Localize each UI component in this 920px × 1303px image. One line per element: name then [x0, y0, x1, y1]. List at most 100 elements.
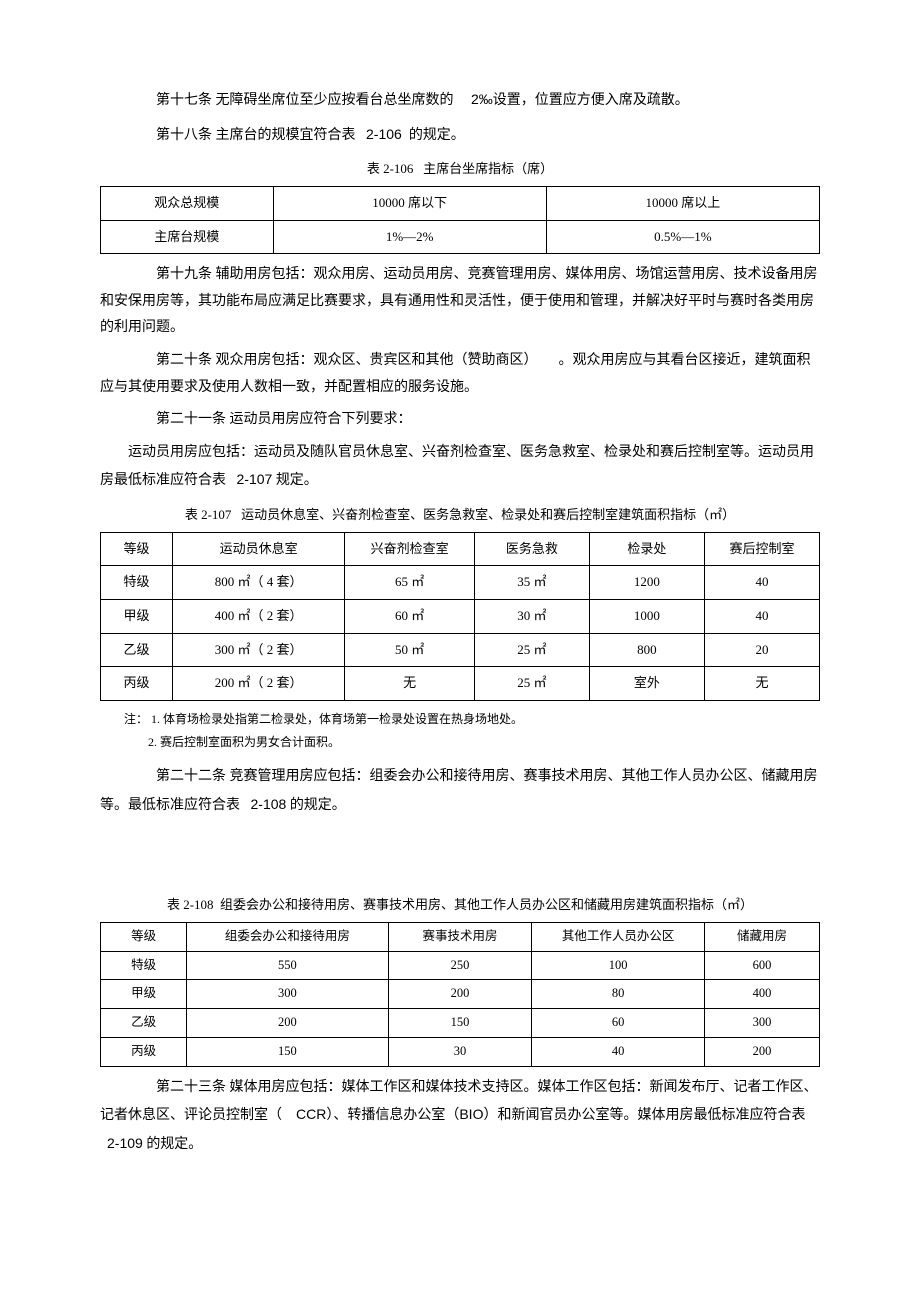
table-cell: 60 ㎡: [345, 600, 474, 634]
table-cell: 甲级: [101, 600, 173, 634]
table-cell: 观众总规模: [101, 186, 274, 220]
abbrev-bio: BIO: [459, 1106, 483, 1122]
article-23: 第二十三条 媒体用房应包括：媒体工作区和媒体技术支持区。媒体工作区包括：新闻发布…: [100, 1075, 820, 1159]
table-header: 兴奋剂检查室: [345, 532, 474, 566]
table-cell: 主席台规模: [101, 220, 274, 254]
table-cell: 1000: [589, 600, 704, 634]
article-text: 运动员用房应符合下列要求：: [230, 412, 412, 427]
table-cell: 35 ㎡: [474, 566, 589, 600]
table-header: 运动员休息室: [172, 532, 345, 566]
article-label: 第二十二条: [128, 764, 226, 791]
table-row: 甲级 400 ㎡（ 2 套） 60 ㎡ 30 ㎡ 1000 40: [101, 600, 820, 634]
table-2-108: 等级 组委会办公和接待用房 赛事技术用房 其他工作人员办公区 储藏用房 特级 5…: [100, 922, 820, 1067]
table-header: 医务急救: [474, 532, 589, 566]
table-header: 赛事技术用房: [388, 922, 532, 951]
table-cell: 30 ㎡: [474, 600, 589, 634]
article-label: 第十九条: [128, 262, 212, 289]
table-cell: 200: [187, 1009, 388, 1038]
article-18: 第十八条 主席台的规模宜符合表 2-106 的规定。: [100, 121, 820, 150]
table-2-108-caption: 表 2-108 组委会办公和接待用房、赛事技术用房、其他工作人员办公区和储藏用房…: [100, 893, 820, 918]
table-header: 组委会办公和接待用房: [187, 922, 388, 951]
caption-prefix: 表 2-106: [367, 161, 414, 176]
note-text: 2. 赛后控制室面积为男女合计面积。: [148, 735, 340, 749]
table-header-row: 等级 组委会办公和接待用房 赛事技术用房 其他工作人员办公区 储藏用房: [101, 922, 820, 951]
table-cell: 0.5%—1%: [546, 220, 819, 254]
table-cell: 30: [388, 1037, 532, 1066]
table-row: 特级 800 ㎡（ 4 套） 65 ㎡ 35 ㎡ 1200 40: [101, 566, 820, 600]
article-text: 的规定。: [409, 128, 465, 143]
table-ref: 2-109: [107, 1135, 143, 1151]
table-2-107-notes: 注： 1. 体育场检录处指第二检录处，体育场第一检录处设置在热身场地处。 2. …: [124, 709, 820, 752]
table-cell: 40: [532, 1037, 705, 1066]
article-19: 第十九条 辅助用房包括：观众用房、运动员用房、竞赛管理用房、媒体用房、场馆运营用…: [100, 262, 820, 342]
article-text: 运动员用房应包括：运动员及随队官员休息室、兴奋剂检查室、医务急救室、检录处和赛后…: [100, 445, 814, 489]
table-cell: 250: [388, 951, 532, 980]
table-cell: 80: [532, 980, 705, 1009]
table-header: 储藏用房: [704, 922, 819, 951]
article-text: ）、转播信息办公室（: [326, 1108, 459, 1123]
table-row: 丙级 200 ㎡（ 2 套） 无 25 ㎡ 室外 无: [101, 667, 820, 701]
article-text: 无障碍坐席位至少应按看台总坐席数的: [216, 93, 454, 108]
article-text: 的规定。: [290, 798, 346, 813]
table-cell: 200: [704, 1037, 819, 1066]
table-row: 甲级 300 200 80 400: [101, 980, 820, 1009]
table-cell: 无: [704, 667, 819, 701]
table-2-106: 观众总规模 10000 席以下 10000 席以上 主席台规模 1%—2% 0.…: [100, 186, 820, 254]
table-cell: 丙级: [101, 1037, 187, 1066]
note-label: 注：: [124, 712, 148, 726]
table-cell: 300 ㎡（ 2 套）: [172, 633, 345, 667]
table-cell: 40: [704, 566, 819, 600]
table-cell: 1200: [589, 566, 704, 600]
table-ref: 2-106: [366, 126, 402, 142]
table-cell: 50 ㎡: [345, 633, 474, 667]
table-cell: 400: [704, 980, 819, 1009]
note-text: 1. 体育场检录处指第二检录处，体育场第一检录处设置在热身场地处。: [151, 712, 523, 726]
table-cell: 25 ㎡: [474, 667, 589, 701]
table-row: 丙级 150 30 40 200: [101, 1037, 820, 1066]
caption-prefix: 表 2-108: [167, 897, 214, 912]
article-label: 第十七条: [128, 88, 212, 115]
table-cell: 60: [532, 1009, 705, 1038]
article-label: 第二十条: [128, 348, 212, 375]
table-cell: 800 ㎡（ 4 套）: [172, 566, 345, 600]
table-cell: 25 ㎡: [474, 633, 589, 667]
table-cell: 40: [704, 600, 819, 634]
table-cell: 10000 席以下: [273, 186, 546, 220]
table-cell: 乙级: [101, 633, 173, 667]
table-cell: 300: [704, 1009, 819, 1038]
article-label: 第二十一条: [128, 407, 226, 434]
article-21-head: 第二十一条 运动员用房应符合下列要求：: [100, 407, 820, 434]
table-cell: 丙级: [101, 667, 173, 701]
table-2-106-caption: 表 2-106 主席台坐席指标（席）: [100, 157, 820, 182]
article-text: ）和新闻官员办公室等。媒体用房最低标准应符合表: [483, 1108, 805, 1123]
table-row: 主席台规模 1%—2% 0.5%—1%: [101, 220, 820, 254]
article-22: 第二十二条 竞赛管理用房应包括：组委会办公和接待用房、赛事技术用房、其他工作人员…: [100, 764, 820, 819]
table-row: 乙级 300 ㎡（ 2 套） 50 ㎡ 25 ㎡ 800 20: [101, 633, 820, 667]
table-cell: 65 ㎡: [345, 566, 474, 600]
table-cell: 室外: [589, 667, 704, 701]
table-cell: 100: [532, 951, 705, 980]
table-cell: 200 ㎡（ 2 套）: [172, 667, 345, 701]
table-cell: 1%—2%: [273, 220, 546, 254]
article-21-body: 运动员用房应包括：运动员及随队官员休息室、兴奋剂检查室、医务急救室、检录处和赛后…: [100, 440, 820, 495]
table-header-row: 等级 运动员休息室 兴奋剂检查室 医务急救 检录处 赛后控制室: [101, 532, 820, 566]
table-cell: 无: [345, 667, 474, 701]
caption-text: 组委会办公和接待用房、赛事技术用房、其他工作人员办公区和储藏用房建筑面积指标（㎡…: [220, 897, 753, 912]
table-2-107: 等级 运动员休息室 兴奋剂检查室 医务急救 检录处 赛后控制室 特级 800 ㎡…: [100, 532, 820, 701]
article-20: 第二十条 观众用房包括：观众区、贵宾区和其他（赞助商区） 。观众用房应与其看台区…: [100, 348, 820, 401]
table-cell: 600: [704, 951, 819, 980]
table-row: 特级 550 250 100 600: [101, 951, 820, 980]
table-cell: 乙级: [101, 1009, 187, 1038]
table-row: 观众总规模 10000 席以下 10000 席以上: [101, 186, 820, 220]
table-cell: 特级: [101, 951, 187, 980]
table-ref: 2-108: [251, 796, 287, 812]
caption-prefix: 表 2-107: [185, 507, 232, 522]
table-cell: 150: [187, 1037, 388, 1066]
abbrev-ccr: CCR: [296, 1106, 326, 1122]
article-value: 2‰: [471, 91, 493, 107]
article-text: 主席台的规模宜符合表: [216, 128, 356, 143]
table-header: 等级: [101, 922, 187, 951]
article-text: 设置，位置应方便入席及疏散。: [493, 93, 689, 108]
table-header: 检录处: [589, 532, 704, 566]
table-cell: 550: [187, 951, 388, 980]
